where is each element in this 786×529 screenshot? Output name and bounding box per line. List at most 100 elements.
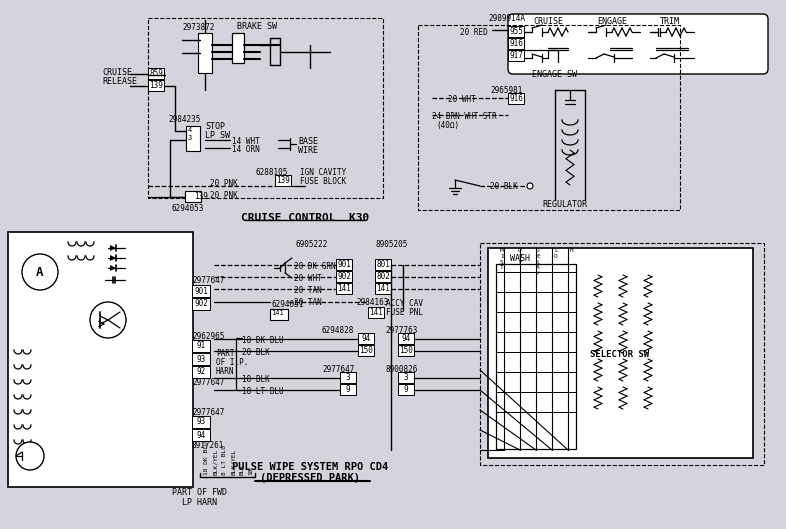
Text: 901: 901 [194, 287, 208, 296]
Text: REGULATOR: REGULATOR [542, 200, 587, 209]
Text: 141: 141 [376, 284, 390, 293]
Bar [375, 259, 391, 270]
Text: 20 DK GRN: 20 DK GRN [294, 262, 336, 271]
Bar [488, 248, 753, 458]
Text: 94: 94 [196, 431, 206, 440]
Bar [232, 33, 244, 63]
Text: 6294051: 6294051 [271, 300, 303, 309]
Text: 3: 3 [404, 373, 408, 382]
Text: BRAKE SW: BRAKE SW [237, 22, 277, 31]
Text: WIRE: WIRE [298, 146, 318, 155]
Text: (40Ω): (40Ω) [436, 121, 459, 130]
Text: (DEPRESSED PARK): (DEPRESSED PARK) [260, 473, 360, 483]
Text: 93: 93 [196, 354, 206, 363]
Text: 20 WHT: 20 WHT [294, 274, 321, 283]
Text: TRIM: TRIM [660, 17, 680, 26]
Text: 8900826: 8900826 [385, 365, 417, 374]
Bar [8, 232, 193, 487]
Text: 859: 859 [149, 69, 163, 78]
Text: 91: 91 [196, 342, 206, 351]
Text: 6288105: 6288105 [255, 168, 288, 177]
Bar [375, 283, 391, 294]
Text: M
I
S
T: M I S T [500, 248, 504, 270]
Text: 9: 9 [346, 385, 351, 394]
Text: 6294053: 6294053 [172, 204, 204, 213]
Text: STOP: STOP [205, 122, 225, 131]
Text: 9: 9 [404, 385, 408, 394]
Text: 2962965: 2962965 [192, 332, 224, 341]
Text: CRUISE: CRUISE [102, 68, 132, 77]
Bar [185, 191, 201, 202]
Text: BLK/YEL: BLK/YEL [212, 449, 218, 475]
Bar [186, 126, 200, 151]
Text: 20 BLK: 20 BLK [490, 182, 518, 191]
Bar [480, 243, 764, 465]
Polygon shape [110, 255, 116, 261]
Text: 150: 150 [359, 346, 373, 355]
Text: ACCY CAV: ACCY CAV [386, 299, 423, 308]
Text: 94: 94 [402, 334, 410, 343]
Bar [375, 271, 391, 282]
Text: CRUISE CONTROL  K30: CRUISE CONTROL K30 [241, 213, 369, 223]
Text: 917: 917 [509, 51, 523, 60]
Text: 18 DK BLU: 18 DK BLU [204, 441, 208, 475]
Text: 6905222: 6905222 [295, 240, 328, 249]
Text: LP HARN: LP HARN [182, 498, 218, 507]
Bar [398, 372, 414, 383]
Text: 916: 916 [509, 39, 523, 48]
Bar [496, 264, 576, 449]
Polygon shape [110, 245, 116, 251]
Text: LP SW: LP SW [205, 131, 230, 140]
Text: O
F
F: O F F [518, 248, 522, 264]
FancyBboxPatch shape [508, 14, 768, 74]
Bar [508, 93, 524, 104]
Circle shape [527, 183, 533, 189]
Text: 2973872: 2973872 [182, 23, 215, 32]
Bar [192, 353, 210, 365]
Bar [192, 298, 210, 310]
Bar [508, 50, 524, 61]
Text: A: A [36, 266, 44, 278]
Text: 2965981: 2965981 [490, 86, 523, 95]
Text: 2977647: 2977647 [192, 408, 224, 417]
Text: 141: 141 [369, 308, 383, 317]
Text: 20 RED: 20 RED [460, 28, 488, 37]
Text: 94: 94 [362, 334, 371, 343]
Text: 901: 901 [337, 260, 351, 269]
Text: 955: 955 [509, 27, 523, 36]
Text: 4: 4 [188, 127, 193, 133]
Text: RELEASE: RELEASE [102, 77, 137, 86]
Text: 20 WHT: 20 WHT [448, 95, 476, 104]
Bar [508, 26, 524, 37]
Circle shape [22, 254, 58, 290]
Bar [340, 384, 356, 395]
Text: ENGAGE: ENGAGE [597, 17, 627, 26]
Text: 14 WHT: 14 WHT [232, 137, 259, 146]
Bar [192, 429, 210, 441]
Text: 20 PNK: 20 PNK [210, 179, 237, 188]
Bar [192, 366, 210, 378]
Text: 18 DK BLU: 18 DK BLU [242, 336, 284, 345]
Text: 139: 139 [149, 81, 163, 90]
Text: 18 LT BLU: 18 LT BLU [242, 387, 284, 396]
Bar [336, 283, 352, 294]
Bar [148, 68, 164, 79]
Text: 14 ORN: 14 ORN [232, 145, 259, 154]
Text: PART: PART [216, 349, 234, 358]
Bar [192, 416, 210, 428]
Text: L
O: L O [554, 248, 558, 259]
Bar [508, 38, 524, 49]
Text: 20 TAN: 20 TAN [294, 286, 321, 295]
Text: IGN CAVITY: IGN CAVITY [300, 168, 347, 177]
Text: 2977647: 2977647 [192, 378, 224, 387]
Text: 20 BLK: 20 BLK [242, 348, 270, 357]
Text: 93: 93 [196, 417, 206, 426]
Text: BLK: BLK [240, 464, 244, 475]
Text: 150: 150 [399, 346, 413, 355]
Text: FUSE PNL: FUSE PNL [386, 308, 423, 317]
Text: 916: 916 [509, 94, 523, 103]
Text: 8 LT BLU: 8 LT BLU [222, 445, 226, 475]
Text: 2984235: 2984235 [168, 115, 200, 124]
Text: BASE: BASE [298, 137, 318, 146]
Text: BLK/YEL: BLK/YEL [230, 449, 236, 475]
